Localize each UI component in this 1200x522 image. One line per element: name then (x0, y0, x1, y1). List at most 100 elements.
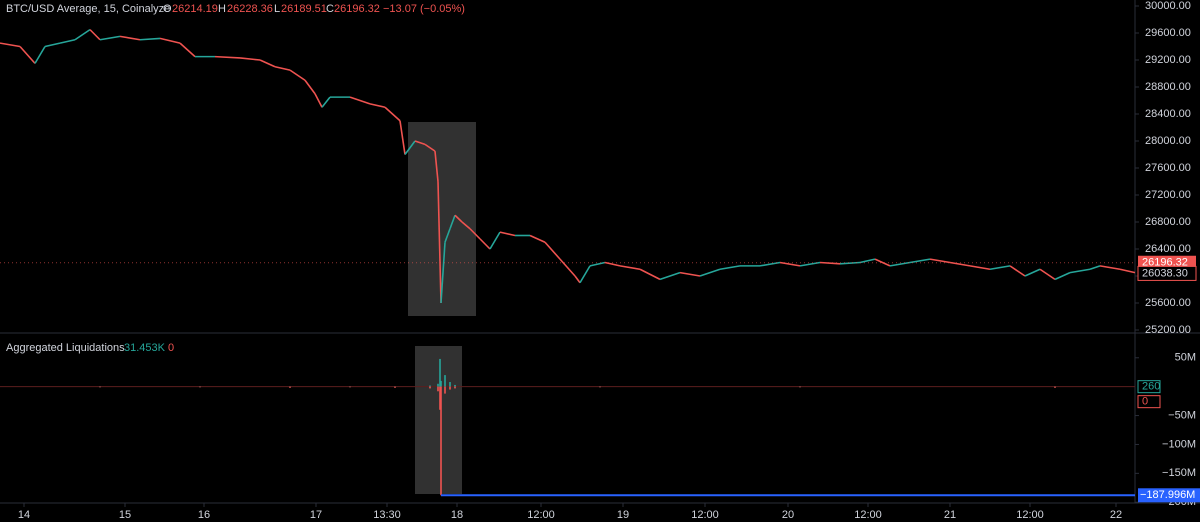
candle (289, 69, 306, 81)
x-tick-label: 12:00 (527, 509, 555, 521)
bar (444, 386, 446, 394)
ohlc-label: H (218, 3, 226, 15)
candle (659, 271, 681, 281)
candle (0, 42, 21, 48)
bar (444, 375, 446, 387)
candle (699, 268, 721, 277)
bar (349, 386, 351, 388)
x-tick-label: 17 (310, 509, 322, 521)
bar (599, 386, 601, 388)
bar (1054, 386, 1056, 388)
candle (639, 268, 661, 281)
candle (440, 242, 446, 304)
x-tick-label: 19 (617, 509, 629, 521)
candle (1054, 271, 1071, 281)
bar (454, 386, 456, 389)
bar (439, 358, 441, 387)
ohlc-value: 26189.51 (281, 3, 327, 15)
x-tick-label: 13:30 (373, 509, 401, 521)
x-tick-label: 12:00 (854, 509, 882, 521)
bar (439, 386, 441, 410)
count-badge (1137, 380, 1161, 394)
bar (429, 386, 431, 389)
x-tick-label: 16 (198, 509, 210, 521)
ohlc-value: 26196.32 (334, 3, 380, 15)
candle (437, 181, 442, 304)
candle (1099, 265, 1121, 271)
ohlc-label: C (326, 3, 334, 15)
candle (859, 258, 876, 264)
y-tick-label: 27200.00 (1145, 189, 1191, 201)
candle (469, 228, 481, 240)
candle (579, 265, 591, 284)
candle (59, 38, 76, 44)
candle (619, 265, 641, 271)
bar (437, 386, 439, 392)
y-tick-label: 25200.00 (1145, 324, 1191, 336)
x-tick-label: 21 (944, 509, 956, 521)
candle (139, 37, 161, 41)
candle (489, 231, 501, 250)
candle (779, 261, 801, 267)
candle (559, 258, 576, 277)
y-tick-label: 28800.00 (1145, 81, 1191, 93)
candle (384, 106, 401, 122)
bar (440, 380, 442, 387)
candle (719, 265, 741, 271)
y-tick-label: 25600.00 (1145, 297, 1191, 309)
candle (889, 261, 911, 267)
value-badge (1138, 488, 1200, 503)
candle (214, 55, 241, 59)
candle (404, 140, 416, 155)
bar (437, 383, 439, 387)
candle (574, 275, 581, 284)
ohlc-label: O (163, 3, 172, 15)
x-tick-label: 14 (18, 509, 30, 521)
candle (1089, 265, 1101, 271)
candle (969, 265, 991, 271)
bar (454, 384, 456, 387)
candle (589, 261, 606, 267)
candle (909, 258, 931, 264)
candle (544, 241, 561, 260)
bar (394, 386, 396, 388)
y-tick-label: 28400.00 (1145, 108, 1191, 120)
change: −13.07 (−0.05%) (383, 3, 465, 15)
candle (434, 151, 439, 182)
price-badge-label: 26196.32 (1142, 257, 1188, 269)
y-tick-label: −150M (1162, 467, 1196, 479)
candle (529, 234, 546, 243)
x-tick-label: 18 (451, 509, 463, 521)
count-badge (1137, 395, 1161, 409)
y-tick-label: 50M (1175, 352, 1196, 364)
candle (949, 261, 971, 267)
y-tick-label: 26400.00 (1145, 243, 1191, 255)
y-tick-label: −50M (1168, 409, 1196, 421)
bar (449, 382, 451, 387)
indicator-title: Aggregated Liquidations (6, 342, 125, 354)
y-tick-label: 27600.00 (1145, 162, 1191, 174)
candle (349, 96, 371, 105)
candle (604, 261, 621, 267)
candle (819, 261, 841, 265)
candle (679, 271, 701, 277)
candle (874, 258, 891, 267)
candle (99, 35, 121, 41)
candle (44, 42, 61, 48)
ohlc-label: L (274, 3, 280, 15)
x-tick-label: 22 (1110, 509, 1122, 521)
candle (369, 103, 386, 109)
candle (34, 46, 46, 64)
ohlc-value: 26214.19 (172, 3, 218, 15)
x-tick-label: 20 (782, 509, 794, 521)
legend: BTC/USD Average, 15, Coinalyze O 26214.1… (6, 3, 465, 354)
candle (89, 29, 101, 41)
candle (259, 59, 276, 68)
candle (414, 140, 426, 146)
candle (1009, 265, 1026, 277)
candle (424, 143, 436, 152)
indicator-value: 31.453K (124, 342, 166, 354)
price-badge-label: 26038.30 (1142, 267, 1188, 279)
bar (449, 386, 451, 390)
